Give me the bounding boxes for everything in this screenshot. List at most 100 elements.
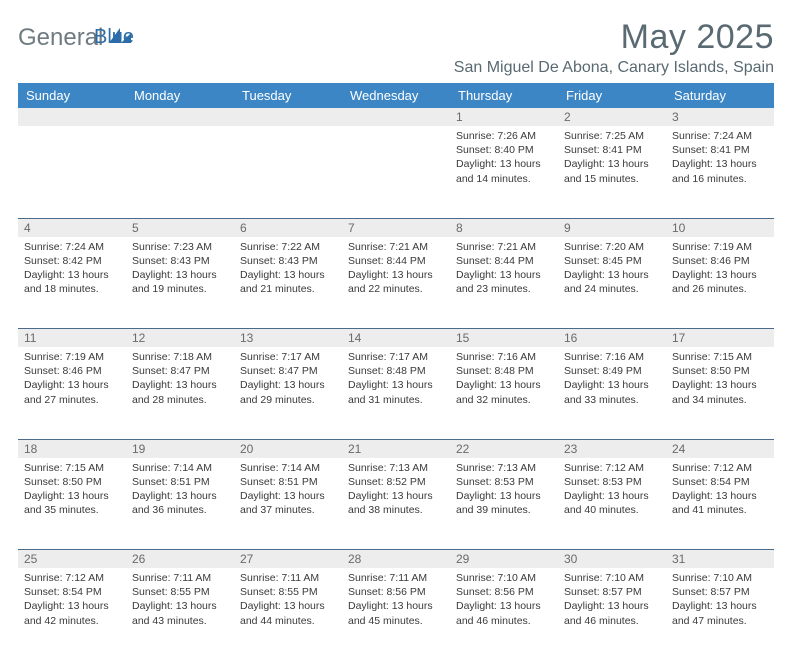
day-content-cell: Sunrise: 7:20 AMSunset: 8:45 PMDaylight:… [558, 237, 666, 329]
day-content-cell: Sunrise: 7:16 AMSunset: 8:48 PMDaylight:… [450, 347, 558, 439]
day-line: Sunset: 8:52 PM [348, 475, 444, 489]
day-number-cell: 30 [558, 550, 666, 569]
day-line: Daylight: 13 hours and 28 minutes. [132, 378, 228, 406]
day-content-cell: Sunrise: 7:10 AMSunset: 8:57 PMDaylight:… [558, 568, 666, 660]
day-line: Sunrise: 7:11 AM [132, 571, 228, 585]
day-content-cell [126, 126, 234, 218]
day-line: Sunrise: 7:14 AM [132, 461, 228, 475]
day-lines: Sunrise: 7:16 AMSunset: 8:49 PMDaylight:… [564, 347, 660, 407]
day-line: Sunrise: 7:12 AM [24, 571, 120, 585]
day-line: Sunrise: 7:16 AM [564, 350, 660, 364]
day-number-cell: 1 [450, 108, 558, 126]
day-content-cell: Sunrise: 7:25 AMSunset: 8:41 PMDaylight:… [558, 126, 666, 218]
day-lines: Sunrise: 7:10 AMSunset: 8:57 PMDaylight:… [672, 568, 768, 628]
day-line: Sunset: 8:44 PM [348, 254, 444, 268]
day-lines: Sunrise: 7:17 AMSunset: 8:47 PMDaylight:… [240, 347, 336, 407]
day-line: Sunset: 8:55 PM [132, 585, 228, 599]
day-line: Sunset: 8:54 PM [672, 475, 768, 489]
day-lines: Sunrise: 7:11 AMSunset: 8:55 PMDaylight:… [240, 568, 336, 628]
day-number-cell: 18 [18, 439, 126, 458]
day-number-cell: 12 [126, 329, 234, 348]
day-line: Sunset: 8:51 PM [240, 475, 336, 489]
day-number-cell: 31 [666, 550, 774, 569]
day-lines: Sunrise: 7:11 AMSunset: 8:56 PMDaylight:… [348, 568, 444, 628]
weekday-header: Wednesday [342, 83, 450, 108]
day-line: Sunset: 8:56 PM [456, 585, 552, 599]
weekday-header: Sunday [18, 83, 126, 108]
day-lines: Sunrise: 7:22 AMSunset: 8:43 PMDaylight:… [240, 237, 336, 297]
weekday-header: Thursday [450, 83, 558, 108]
day-number-cell: 21 [342, 439, 450, 458]
day-content-cell [234, 126, 342, 218]
day-number-cell: 27 [234, 550, 342, 569]
day-lines: Sunrise: 7:10 AMSunset: 8:56 PMDaylight:… [456, 568, 552, 628]
day-lines: Sunrise: 7:15 AMSunset: 8:50 PMDaylight:… [672, 347, 768, 407]
day-content-cell: Sunrise: 7:13 AMSunset: 8:53 PMDaylight:… [450, 458, 558, 550]
day-lines: Sunrise: 7:21 AMSunset: 8:44 PMDaylight:… [456, 237, 552, 297]
day-content-cell: Sunrise: 7:11 AMSunset: 8:56 PMDaylight:… [342, 568, 450, 660]
day-line: Sunset: 8:55 PM [240, 585, 336, 599]
day-content-cell: Sunrise: 7:24 AMSunset: 8:42 PMDaylight:… [18, 237, 126, 329]
day-line: Sunrise: 7:17 AM [348, 350, 444, 364]
day-content-cell [18, 126, 126, 218]
day-line: Daylight: 13 hours and 31 minutes. [348, 378, 444, 406]
day-line: Daylight: 13 hours and 41 minutes. [672, 489, 768, 517]
day-line: Sunset: 8:57 PM [564, 585, 660, 599]
day-lines: Sunrise: 7:15 AMSunset: 8:50 PMDaylight:… [24, 458, 120, 518]
day-line: Sunset: 8:46 PM [672, 254, 768, 268]
day-number-cell: 24 [666, 439, 774, 458]
day-lines: Sunrise: 7:12 AMSunset: 8:53 PMDaylight:… [564, 458, 660, 518]
day-line: Sunset: 8:40 PM [456, 143, 552, 157]
day-lines: Sunrise: 7:19 AMSunset: 8:46 PMDaylight:… [672, 237, 768, 297]
day-number-cell: 16 [558, 329, 666, 348]
calendar-table: SundayMondayTuesdayWednesdayThursdayFrid… [18, 83, 774, 660]
day-lines [24, 126, 120, 129]
day-number-cell: 3 [666, 108, 774, 126]
day-line: Sunset: 8:47 PM [132, 364, 228, 378]
day-lines: Sunrise: 7:14 AMSunset: 8:51 PMDaylight:… [132, 458, 228, 518]
day-number-cell: 20 [234, 439, 342, 458]
weekday-header: Monday [126, 83, 234, 108]
day-number-cell: 14 [342, 329, 450, 348]
day-lines: Sunrise: 7:24 AMSunset: 8:42 PMDaylight:… [24, 237, 120, 297]
day-content-cell: Sunrise: 7:12 AMSunset: 8:53 PMDaylight:… [558, 458, 666, 550]
day-content-cell: Sunrise: 7:24 AMSunset: 8:41 PMDaylight:… [666, 126, 774, 218]
day-number-cell: 11 [18, 329, 126, 348]
day-line: Sunrise: 7:10 AM [456, 571, 552, 585]
day-line: Daylight: 13 hours and 46 minutes. [564, 599, 660, 627]
day-number-cell: 23 [558, 439, 666, 458]
day-number-cell: 5 [126, 218, 234, 237]
day-line: Sunrise: 7:15 AM [672, 350, 768, 364]
day-content-cell: Sunrise: 7:11 AMSunset: 8:55 PMDaylight:… [126, 568, 234, 660]
day-number-cell: 25 [18, 550, 126, 569]
day-line: Sunset: 8:42 PM [24, 254, 120, 268]
day-lines: Sunrise: 7:12 AMSunset: 8:54 PMDaylight:… [24, 568, 120, 628]
day-number-cell [342, 108, 450, 126]
day-lines: Sunrise: 7:25 AMSunset: 8:41 PMDaylight:… [564, 126, 660, 186]
day-line: Sunrise: 7:15 AM [24, 461, 120, 475]
day-number-cell: 2 [558, 108, 666, 126]
day-line: Sunset: 8:53 PM [564, 475, 660, 489]
day-line: Daylight: 13 hours and 38 minutes. [348, 489, 444, 517]
weekday-header: Friday [558, 83, 666, 108]
day-line: Daylight: 13 hours and 14 minutes. [456, 157, 552, 185]
day-line: Sunrise: 7:12 AM [564, 461, 660, 475]
day-line: Daylight: 13 hours and 15 minutes. [564, 157, 660, 185]
day-content-cell: Sunrise: 7:22 AMSunset: 8:43 PMDaylight:… [234, 237, 342, 329]
day-line: Daylight: 13 hours and 32 minutes. [456, 378, 552, 406]
day-content-row: Sunrise: 7:26 AMSunset: 8:40 PMDaylight:… [18, 126, 774, 218]
day-line: Sunset: 8:54 PM [24, 585, 120, 599]
day-line: Daylight: 13 hours and 35 minutes. [24, 489, 120, 517]
day-number-row: 25262728293031 [18, 550, 774, 569]
day-line: Sunrise: 7:11 AM [240, 571, 336, 585]
day-line: Sunset: 8:50 PM [672, 364, 768, 378]
weekday-header-row: SundayMondayTuesdayWednesdayThursdayFrid… [18, 83, 774, 108]
day-line: Daylight: 13 hours and 39 minutes. [456, 489, 552, 517]
day-line: Daylight: 13 hours and 18 minutes. [24, 268, 120, 296]
day-line: Daylight: 13 hours and 47 minutes. [672, 599, 768, 627]
day-line: Sunrise: 7:13 AM [348, 461, 444, 475]
logo-sub: Blue [18, 44, 58, 67]
day-line: Sunrise: 7:10 AM [564, 571, 660, 585]
day-line: Sunset: 8:48 PM [348, 364, 444, 378]
day-line: Daylight: 13 hours and 27 minutes. [24, 378, 120, 406]
